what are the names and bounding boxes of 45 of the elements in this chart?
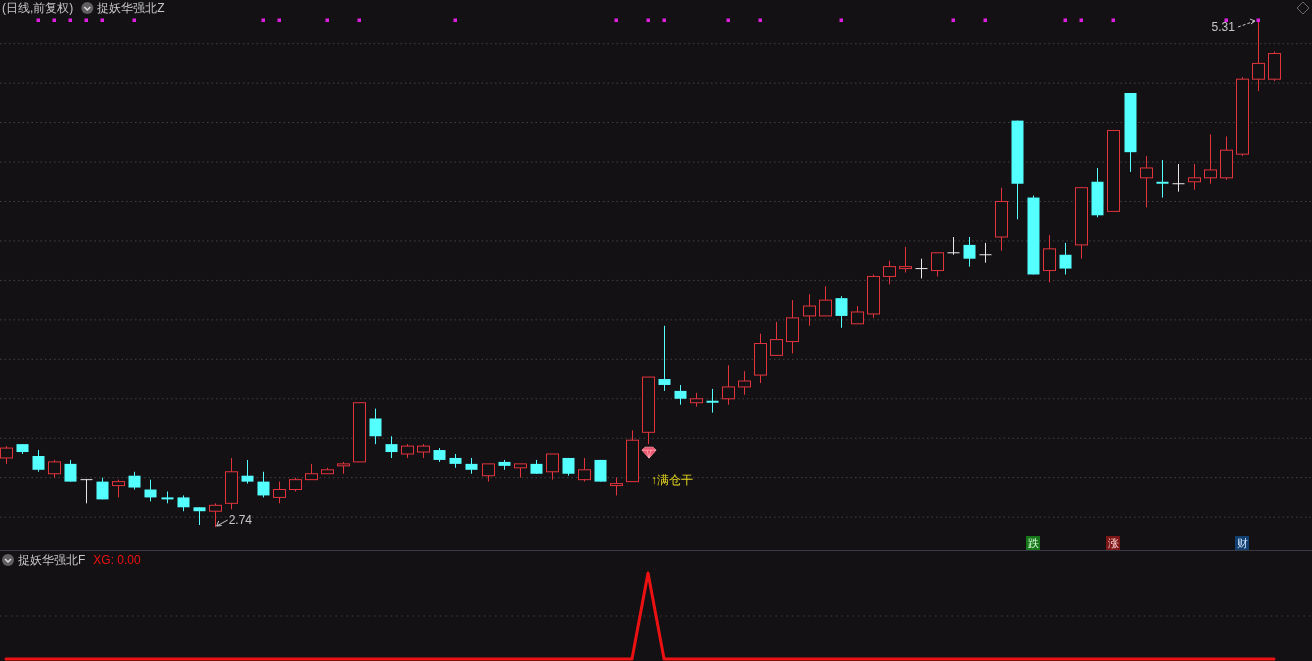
candlestick: [80, 479, 93, 504]
candlestick: [546, 453, 559, 481]
candlestick: [209, 502, 222, 528]
chart-title: (日线,前复权): [2, 1, 74, 15]
annotation-box: 跌: [1026, 536, 1040, 550]
annotation: 5.31: [1211, 20, 1236, 34]
candlestick: [32, 449, 45, 473]
candlestick: [835, 295, 848, 329]
annotation-box: 财: [1235, 536, 1249, 550]
candlestick: [658, 325, 671, 392]
candlestick: [738, 370, 751, 396]
text: XG: 0.00: [93, 553, 142, 567]
candlestick: [786, 299, 799, 354]
candlestick: [369, 408, 382, 445]
candlestick: [1059, 242, 1072, 275]
candlestick: [706, 388, 719, 414]
candlestick: [64, 459, 77, 483]
annotation: 2.74: [228, 513, 253, 527]
candlestick: [915, 258, 928, 279]
candlestick: [578, 457, 591, 483]
candlestick: [803, 293, 816, 327]
candlestick: [257, 471, 270, 498]
candlestick: [1156, 159, 1169, 199]
candlestick: [979, 242, 992, 264]
chart-title: 捉妖华强北F: [18, 553, 86, 567]
candlestick: [1188, 163, 1201, 191]
candlestick: [819, 285, 832, 317]
candlestick: [883, 260, 896, 285]
candlestick: [1204, 133, 1217, 185]
candlestick: [1172, 163, 1185, 193]
candlestick: [899, 246, 912, 274]
candlestick: [722, 364, 735, 406]
chart-subtitle: 捉妖华强北Z: [97, 1, 165, 15]
annotation-box: 涨: [1106, 536, 1120, 550]
candlestick: [1140, 155, 1153, 208]
candlestick: [241, 459, 254, 485]
candlestick: [385, 435, 398, 459]
candlestick: [1043, 234, 1056, 283]
annotation: ↑满仓干: [651, 473, 694, 487]
candlestick: [770, 321, 783, 356]
candlestick: [674, 384, 687, 406]
candlestick: [273, 481, 286, 504]
candlestick: [947, 236, 960, 256]
candlestick: [963, 236, 976, 268]
candlestick: [931, 252, 944, 277]
